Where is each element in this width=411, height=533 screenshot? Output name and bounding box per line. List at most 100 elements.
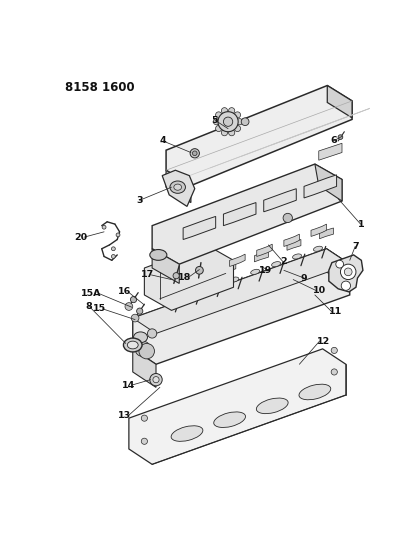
Circle shape: [141, 438, 148, 445]
Polygon shape: [319, 143, 342, 160]
Circle shape: [338, 135, 343, 140]
Polygon shape: [166, 170, 191, 203]
Polygon shape: [183, 216, 216, 239]
Ellipse shape: [293, 254, 302, 259]
Circle shape: [148, 329, 157, 338]
Polygon shape: [152, 249, 179, 284]
Circle shape: [333, 262, 343, 271]
Polygon shape: [222, 263, 236, 273]
Ellipse shape: [209, 285, 218, 290]
Text: 9: 9: [301, 273, 307, 282]
Circle shape: [141, 415, 148, 421]
Ellipse shape: [134, 332, 148, 343]
Circle shape: [111, 255, 115, 259]
Circle shape: [192, 151, 197, 156]
Circle shape: [116, 233, 120, 237]
Ellipse shape: [188, 293, 197, 297]
Circle shape: [130, 296, 136, 303]
Circle shape: [224, 117, 233, 126]
Text: 6: 6: [330, 136, 337, 146]
Circle shape: [216, 125, 222, 132]
Polygon shape: [329, 255, 363, 292]
Text: 15A: 15A: [81, 289, 102, 298]
Circle shape: [111, 247, 115, 251]
Circle shape: [234, 112, 240, 118]
Polygon shape: [284, 234, 299, 246]
Polygon shape: [224, 203, 256, 225]
Polygon shape: [315, 164, 342, 201]
Circle shape: [196, 266, 203, 274]
Text: 14: 14: [122, 381, 135, 390]
Polygon shape: [327, 85, 352, 118]
Ellipse shape: [123, 338, 142, 352]
Polygon shape: [257, 244, 272, 256]
Polygon shape: [230, 254, 245, 266]
Text: 19: 19: [259, 266, 272, 275]
Text: 11: 11: [329, 308, 342, 317]
Circle shape: [336, 260, 344, 268]
Text: 15: 15: [92, 304, 106, 313]
Ellipse shape: [299, 384, 331, 400]
Polygon shape: [166, 85, 352, 185]
Polygon shape: [304, 175, 337, 198]
Text: 7: 7: [352, 242, 359, 251]
Circle shape: [241, 118, 249, 126]
Text: 2: 2: [280, 257, 286, 266]
Polygon shape: [133, 349, 156, 387]
Circle shape: [216, 112, 222, 118]
Polygon shape: [129, 349, 346, 464]
Circle shape: [139, 343, 155, 359]
Circle shape: [340, 264, 356, 280]
Ellipse shape: [314, 246, 323, 251]
Circle shape: [344, 268, 352, 276]
Circle shape: [229, 108, 235, 114]
Text: 12: 12: [316, 337, 330, 346]
Ellipse shape: [214, 412, 245, 427]
Text: 16: 16: [118, 287, 131, 296]
Circle shape: [237, 119, 243, 125]
Circle shape: [229, 130, 235, 136]
Polygon shape: [326, 249, 350, 287]
Circle shape: [234, 125, 240, 132]
Text: 4: 4: [159, 136, 166, 146]
Polygon shape: [264, 189, 296, 212]
Circle shape: [173, 273, 179, 279]
Circle shape: [222, 130, 228, 136]
Text: 1: 1: [358, 220, 364, 229]
Text: 17: 17: [141, 270, 155, 279]
Polygon shape: [133, 249, 350, 334]
Polygon shape: [254, 251, 268, 262]
Text: 8158 1600: 8158 1600: [65, 81, 135, 94]
Circle shape: [153, 377, 159, 383]
Circle shape: [125, 303, 133, 310]
Circle shape: [102, 225, 106, 229]
Ellipse shape: [127, 341, 138, 349]
Circle shape: [131, 314, 139, 322]
Polygon shape: [195, 266, 218, 284]
Ellipse shape: [150, 249, 167, 260]
Circle shape: [283, 213, 292, 223]
Circle shape: [222, 108, 228, 114]
Circle shape: [135, 341, 150, 357]
Text: 20: 20: [74, 233, 87, 241]
Text: 13: 13: [118, 411, 131, 421]
Polygon shape: [133, 249, 350, 364]
Ellipse shape: [174, 184, 182, 190]
Circle shape: [136, 308, 143, 314]
Polygon shape: [162, 170, 195, 206]
Text: 8: 8: [86, 302, 92, 311]
Polygon shape: [144, 245, 233, 310]
Circle shape: [213, 119, 219, 125]
Ellipse shape: [167, 300, 176, 305]
Circle shape: [341, 281, 351, 290]
Polygon shape: [311, 224, 326, 237]
Circle shape: [150, 374, 162, 386]
Ellipse shape: [230, 277, 239, 282]
Ellipse shape: [256, 398, 288, 414]
Ellipse shape: [171, 426, 203, 441]
Circle shape: [190, 149, 199, 158]
Text: 3: 3: [136, 196, 143, 205]
Circle shape: [331, 348, 337, 353]
Polygon shape: [152, 164, 342, 264]
Polygon shape: [319, 228, 333, 239]
